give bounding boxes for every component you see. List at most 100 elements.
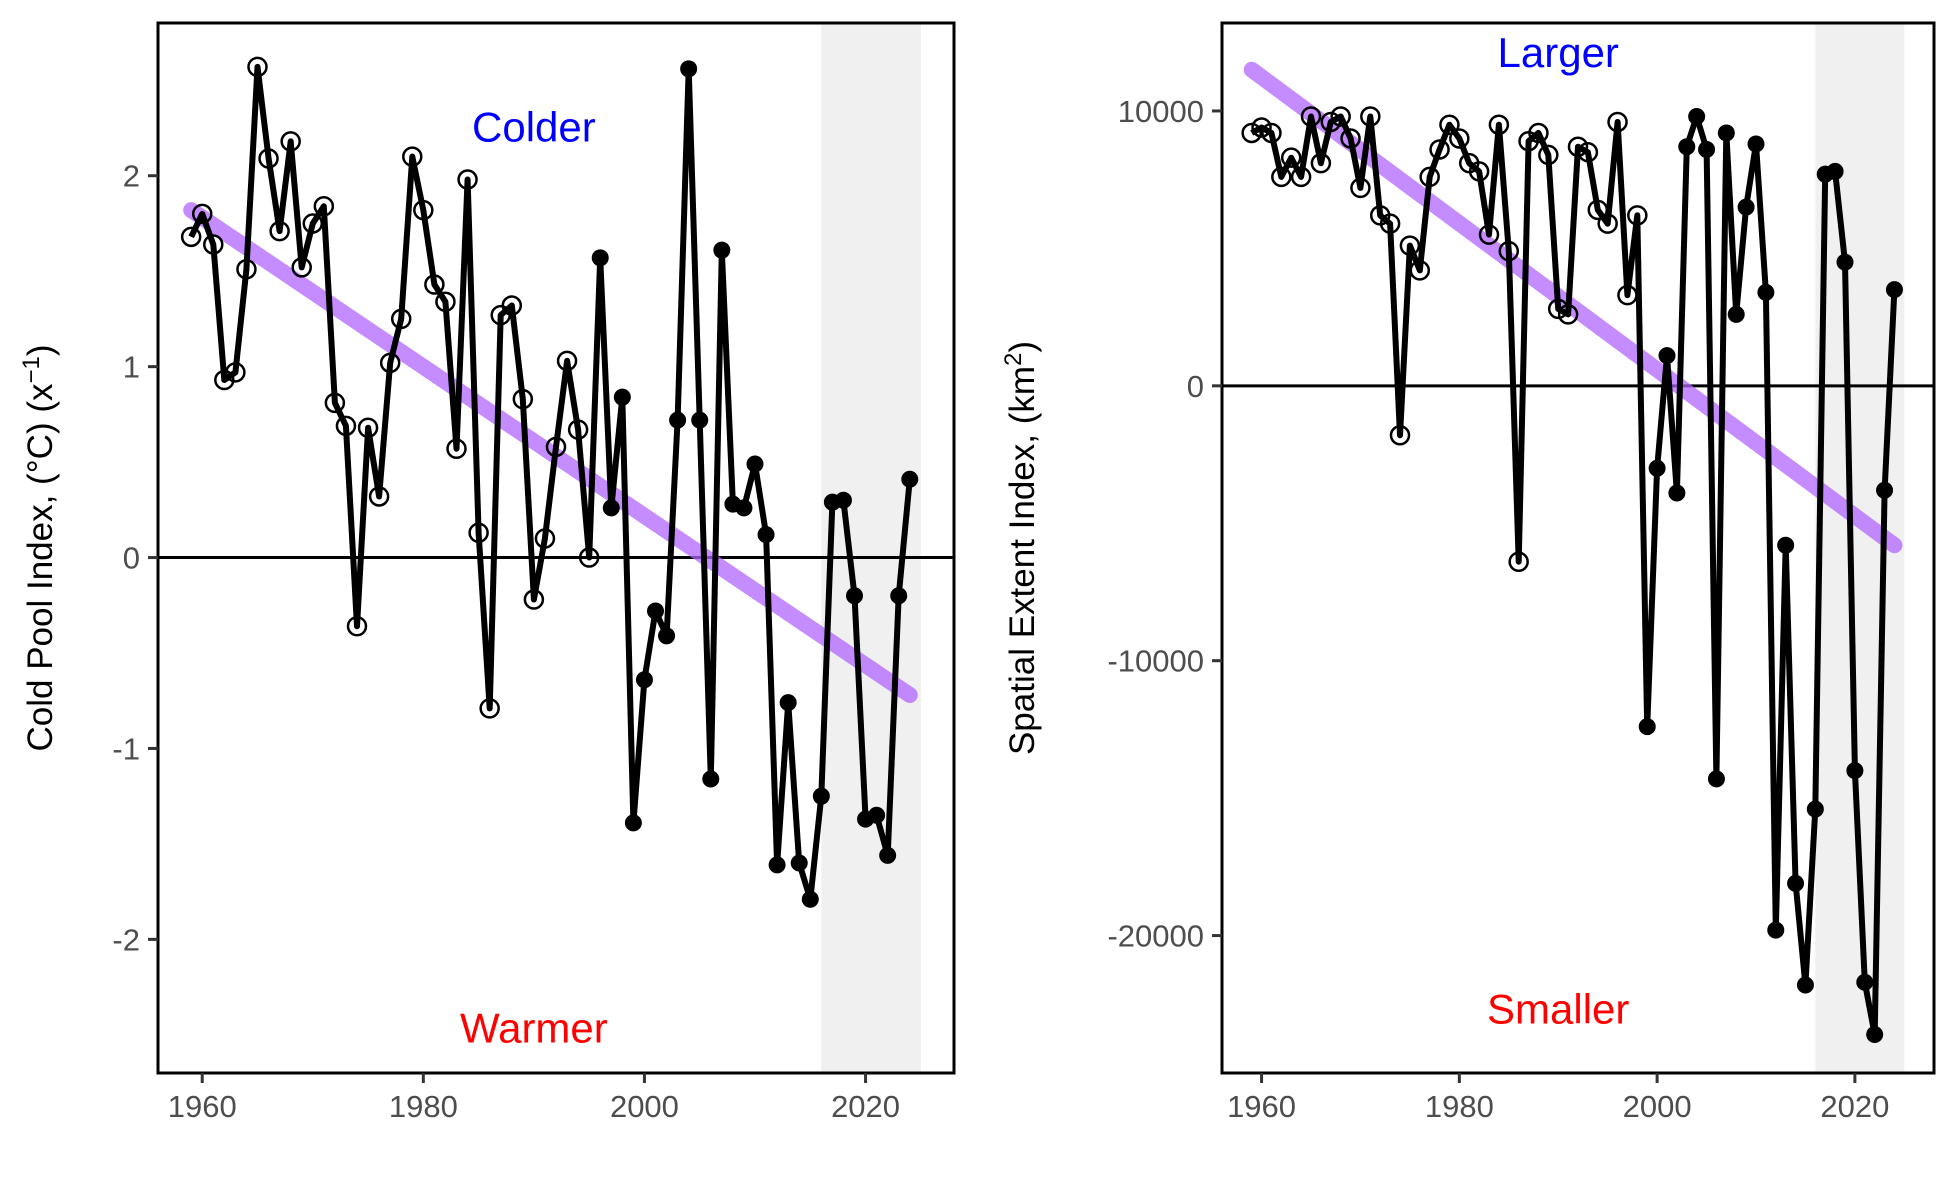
data-point — [801, 890, 819, 908]
data-point — [1449, 128, 1470, 149]
data-point — [313, 196, 335, 217]
data-point — [1300, 106, 1322, 127]
data-point — [1310, 152, 1332, 174]
data-point — [1241, 122, 1262, 144]
data-point — [523, 589, 545, 610]
data-point — [702, 770, 720, 788]
data-point — [1290, 166, 1312, 188]
y-axis-title-main: Spatial Extent Index, (km — [1003, 366, 1042, 755]
y-tick-label: -10000 — [1107, 644, 1204, 679]
data-point — [1707, 770, 1725, 788]
data-point — [446, 438, 467, 459]
data-point — [1876, 481, 1894, 499]
y-axis-title: Cold Pool Index, (°C) (x−1) — [18, 344, 61, 751]
data-point — [1379, 213, 1401, 234]
data-point — [1627, 205, 1648, 226]
y-tick-label: -20000 — [1107, 919, 1204, 954]
y-tick-label: 10000 — [1118, 94, 1204, 129]
data-point — [1409, 260, 1431, 281]
data-point — [1389, 425, 1411, 446]
data-point — [435, 291, 456, 312]
data-point — [624, 814, 642, 832]
data-point — [1439, 114, 1460, 135]
data-point — [291, 257, 312, 278]
data-point — [1767, 921, 1785, 939]
data-point — [258, 148, 279, 169]
data-point — [512, 388, 534, 410]
y-axis-title: Spatial Extent Index, (km2) — [1000, 341, 1043, 755]
annotation-smaller: Smaller — [1487, 986, 1629, 1033]
data-point — [269, 220, 290, 242]
data-point — [1468, 161, 1490, 182]
x-tick-label: 1960 — [168, 1089, 237, 1124]
x-tick-label: 1960 — [1227, 1089, 1296, 1124]
data-point — [1806, 800, 1824, 818]
data-point — [868, 806, 886, 824]
data-point — [545, 436, 567, 458]
data-point — [1399, 235, 1421, 256]
data-point — [1777, 536, 1795, 554]
x-tick-label: 2020 — [1820, 1089, 1889, 1124]
data-point — [834, 491, 852, 509]
data-point — [746, 455, 764, 473]
data-point — [1747, 135, 1765, 153]
data-point — [402, 146, 423, 167]
data-point — [180, 226, 202, 248]
data-point — [1567, 136, 1589, 157]
data-point — [1429, 139, 1450, 160]
data-point — [379, 352, 401, 374]
data-point — [757, 526, 775, 544]
data-point — [1478, 224, 1500, 245]
data-point — [1846, 762, 1864, 780]
data-point — [591, 249, 609, 267]
data-point — [534, 528, 556, 549]
data-point — [1866, 1026, 1884, 1044]
data-point — [280, 131, 301, 152]
annotation-colder: Colder — [472, 103, 596, 150]
data-point — [1538, 144, 1559, 166]
data-point — [713, 241, 731, 259]
data-point — [457, 169, 478, 190]
data-point — [1577, 141, 1599, 163]
data-point — [890, 587, 908, 605]
data-point — [191, 203, 213, 225]
data-point — [1836, 253, 1854, 271]
data-point — [658, 627, 676, 645]
data-point — [1508, 551, 1529, 572]
data-point — [1856, 973, 1874, 991]
y-tick-label: 0 — [123, 541, 140, 576]
data-point — [302, 213, 324, 234]
data-point — [247, 56, 268, 78]
data-point — [390, 308, 412, 330]
data-point — [1547, 298, 1569, 320]
data-point — [613, 388, 631, 406]
data-point — [768, 856, 786, 874]
data-point — [1271, 166, 1292, 188]
data-point — [1717, 124, 1735, 142]
y-tick-label: 0 — [1187, 369, 1204, 404]
annotation-larger: Larger — [1498, 29, 1619, 76]
y-tick-label: 1 — [123, 350, 140, 385]
data-point — [647, 602, 664, 620]
data-point — [901, 470, 919, 488]
data-point — [556, 350, 578, 372]
x-tick-label: 1980 — [1425, 1089, 1494, 1124]
data-point — [669, 411, 687, 429]
y-tick-label: 2 — [123, 159, 140, 194]
series-line — [1250, 113, 1898, 1038]
data-point — [1885, 281, 1903, 299]
data-point — [635, 671, 653, 689]
data-point — [1320, 111, 1342, 133]
data-point — [1419, 166, 1440, 188]
y-tick-label: -2 — [112, 922, 140, 957]
y-axis-title-superscript: −1 — [18, 356, 45, 383]
data-point — [1826, 162, 1844, 180]
series-line — [188, 63, 913, 903]
data-point — [1688, 107, 1706, 125]
y-axis-title-tail: ) — [1003, 341, 1042, 353]
data-point — [501, 295, 523, 316]
data-point — [1557, 304, 1579, 325]
panel-border — [156, 21, 956, 1075]
data-point — [1678, 138, 1696, 156]
data-point — [779, 694, 797, 712]
